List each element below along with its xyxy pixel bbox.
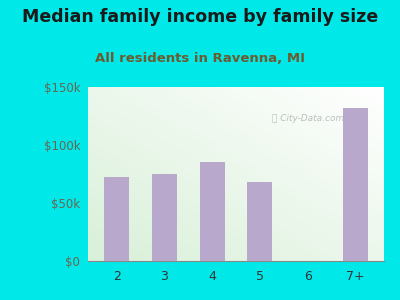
Bar <box>200 162 224 261</box>
Text: Median family income by family size: Median family income by family size <box>22 8 378 26</box>
Bar <box>104 178 129 261</box>
Bar <box>343 108 368 261</box>
Bar <box>248 182 272 261</box>
Bar <box>152 174 177 261</box>
Text: All residents in Ravenna, MI: All residents in Ravenna, MI <box>95 52 305 65</box>
Text: ⓘ City-Data.com: ⓘ City-Data.com <box>272 114 344 123</box>
